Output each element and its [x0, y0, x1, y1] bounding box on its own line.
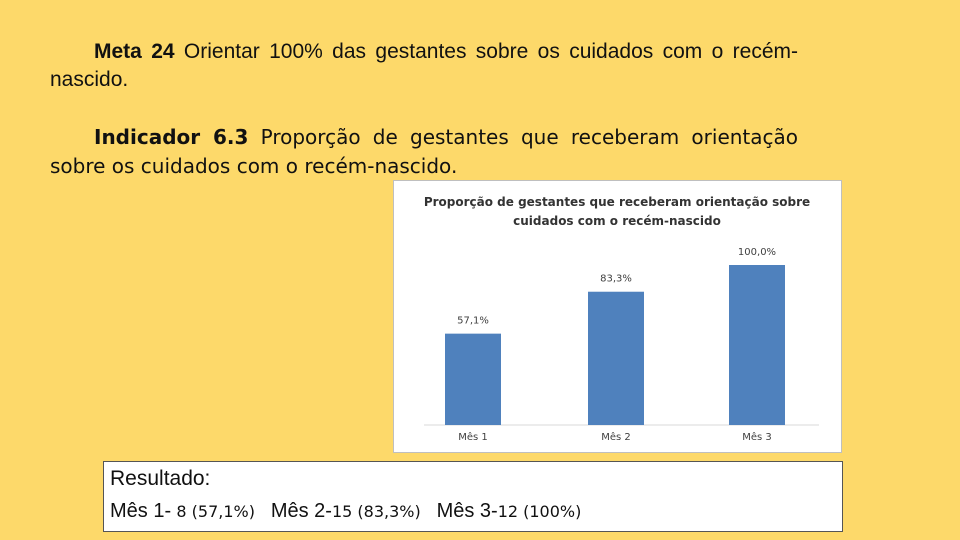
- indicador-text: Proporção de gestantes que receberam ori…: [50, 125, 799, 178]
- data-label-2: 83,3%: [600, 274, 632, 285]
- meta-label: Meta 24: [94, 40, 175, 63]
- result-label-1: Mês 1-: [110, 500, 172, 522]
- bars-group: 57,1% Mês 1 83,3% Mês 2 100,0% Mês 3: [445, 247, 785, 443]
- chart-title-line-1: Proporção de gestantes que receberam ori…: [424, 195, 810, 209]
- bar-chart: Proporção de gestantes que receberam ori…: [393, 180, 842, 453]
- chart-canvas: Proporção de gestantes que receberam ori…: [424, 195, 819, 443]
- meta-paragraph: Meta 24 Orientar 100% das gestantes sobr…: [50, 38, 798, 94]
- chart-title-line-2: cuidados com o recém-nascido: [513, 214, 721, 228]
- bar-3: [729, 265, 785, 425]
- result-value-3: 12 (100%): [497, 502, 582, 521]
- result-box: Resultado: Mês 1- 8 (57,1%) Mês 2-15 (83…: [103, 461, 843, 532]
- result-title: Resultado:: [110, 467, 211, 490]
- data-label-1: 57,1%: [457, 316, 489, 327]
- result-label-3: Mês 3-: [436, 500, 498, 522]
- result-value-2: 15 (83,3%): [331, 502, 421, 521]
- result-label-2: Mês 2-: [270, 500, 332, 522]
- category-label-1: Mês 1: [458, 431, 488, 443]
- bar-2: [588, 291, 644, 425]
- data-label-3: 100,0%: [738, 247, 776, 258]
- indicador-paragraph: Indicador 6.3 Proporção de gestantes que…: [50, 123, 798, 181]
- indicador-label: Indicador 6.3: [94, 125, 249, 149]
- result-line: Mês 1- 8 (57,1%) Mês 2-15 (83,3%) Mês 3-…: [110, 494, 836, 529]
- category-label-2: Mês 2: [601, 431, 631, 443]
- bar-1: [445, 333, 501, 425]
- result-value-1: 8 (57,1%): [176, 502, 255, 521]
- category-label-3: Mês 3: [742, 431, 772, 443]
- meta-text: Orientar 100% das gestantes sobre os cui…: [50, 40, 798, 91]
